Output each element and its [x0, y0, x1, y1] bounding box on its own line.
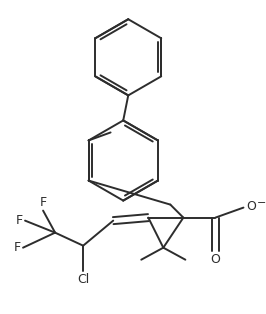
Text: O: O [210, 253, 220, 266]
Text: F: F [40, 196, 47, 208]
Text: Cl: Cl [77, 273, 89, 286]
Text: O: O [247, 200, 256, 213]
Text: −: − [256, 198, 266, 208]
Text: F: F [14, 241, 21, 254]
Text: F: F [16, 214, 23, 227]
